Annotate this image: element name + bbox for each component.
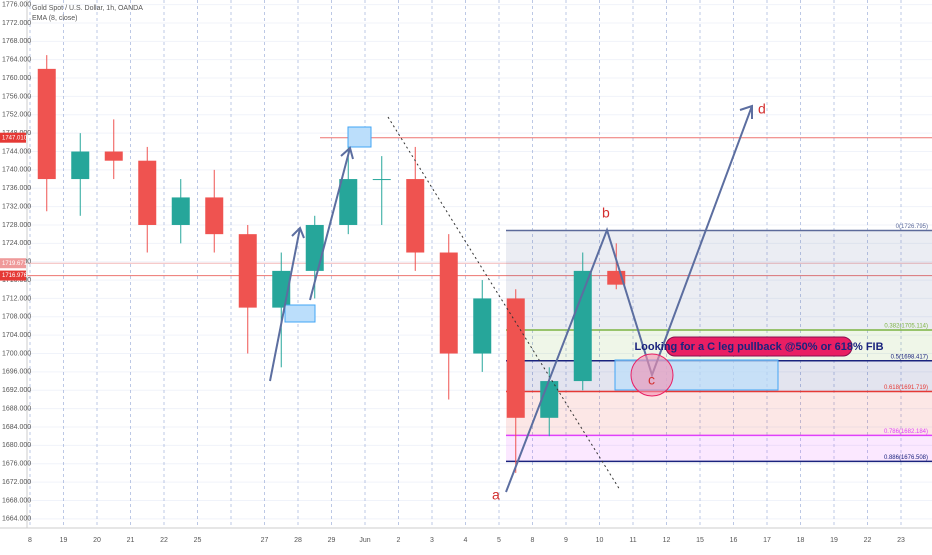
x-tick-label: 17 [763,537,771,544]
fib-label: 0.5(1698.417) [891,354,928,360]
candle-body [372,179,391,181]
x-tick-label: 19 [830,537,838,544]
x-tick-label: 21 [127,537,135,544]
wave-label: a [492,487,500,503]
y-tick-label: 1672.000 [2,479,31,486]
y-tick-label: 1728.000 [2,222,31,229]
x-tick-label: 23 [897,537,905,544]
fib-zone [506,391,932,436]
y-tick-label: 1704.000 [2,332,31,339]
note-box [665,336,853,357]
x-tick-label: 20 [93,537,101,544]
y-tick-label: 1776.000 [2,1,31,8]
note: Looking for a C leg pullback @50% or 618… [634,341,883,353]
y-tick-label: 1768.000 [2,38,31,45]
y-tick-label: 1736.000 [2,185,31,192]
x-tick-label: Jun [359,537,370,544]
y-tick-label: 1700.000 [2,350,31,357]
candle-body [104,151,123,161]
candle-body [305,224,324,271]
candle-body [406,179,425,253]
price-tag-label: 1747.010 [2,135,28,141]
x-tick-label: 4 [464,537,468,544]
price-tag [0,132,26,143]
y-tick-label: 1708.000 [2,314,31,321]
candles [37,55,626,473]
fib-label: 0.382(1705.114) [884,324,928,330]
box [347,126,372,148]
fib-zone [506,230,932,331]
x-tick-label: 27 [261,537,269,544]
x-tick-label: 29 [328,537,336,544]
y-tick-label: 1732.000 [2,203,31,210]
x-tick-label: 15 [696,537,704,544]
x-tick-label: 10 [596,537,604,544]
chart-title: Gold Spot / U.S. Dollar, 1h, OANDA [32,5,143,12]
y-tick-label: 1668.000 [2,497,31,504]
y-tick-label: 1696.000 [2,369,31,376]
y-tick-label: 1752.000 [2,112,31,119]
candle-body [540,381,559,418]
price-tag-label: 1719.671 [2,261,28,267]
wave-label: d [758,101,766,117]
y-tick-label: 1676.000 [2,461,31,468]
y-tick-label: 1724.000 [2,240,31,247]
x-tick-label: 16 [730,537,738,544]
x-tick-label: 19 [60,537,68,544]
x-tick-label: 8 [531,537,535,544]
trend-line [387,116,621,491]
indicator-label: EMA (8, close) [32,15,78,22]
wave-label: c [648,372,655,388]
x-tick-label: 11 [629,537,636,544]
fib-label: 0(1726.795) [896,224,928,230]
projection-arrows [269,104,753,493]
y-tick-label: 1692.000 [2,387,31,394]
price-tag-label: 1716.976 [2,273,28,279]
x-tick-label: 3 [430,537,434,544]
price-tag [0,270,26,281]
y-tick-label: 1760.000 [2,75,31,82]
candle-body [71,151,90,180]
x-tick-label: 5 [497,537,501,544]
box [284,304,316,323]
x-tick-label: 22 [160,537,168,544]
wave-label: b [602,205,610,221]
x-tick-label: 18 [797,537,805,544]
y-tick-label: 1744.000 [2,148,31,155]
y-tick-label: 1680.000 [2,442,31,449]
target-circle [630,353,674,397]
candle-body [339,179,358,225]
x-tick-label: 25 [194,537,202,544]
x-tick-label: 8 [28,537,32,544]
x-tick-label: 22 [864,537,872,544]
y-tick-label: 1684.000 [2,424,31,431]
y-tick-label: 1764.000 [2,57,31,64]
y-tick-label: 1756.000 [2,93,31,100]
fib-label: 0.886(1676.508) [884,455,928,461]
candle-body [439,252,458,354]
x-tick-label: 28 [294,537,302,544]
y-tick-label: 1664.000 [2,516,31,523]
candle-body [573,270,592,382]
x-tick-label: 9 [564,537,568,544]
y-tick-label: 1688.000 [2,405,31,412]
candle-body [473,298,492,354]
x-tick-label: 12 [663,537,671,544]
fib-label: 0.618(1691.719) [884,385,928,391]
fib-label: 0.786(1682.184) [884,429,928,435]
y-tick-label: 1712.000 [2,295,31,302]
price-tag [0,258,26,269]
candle-body [205,197,224,235]
candle-body [506,298,525,418]
candle-body [37,68,56,180]
candle-body [238,234,257,308]
candle-body [138,160,157,225]
candle-body [171,197,190,225]
x-tick-label: 2 [397,537,401,544]
y-tick-label: 1740.000 [2,167,31,174]
y-tick-label: 1772.000 [2,20,31,27]
fib-zone [506,435,932,462]
